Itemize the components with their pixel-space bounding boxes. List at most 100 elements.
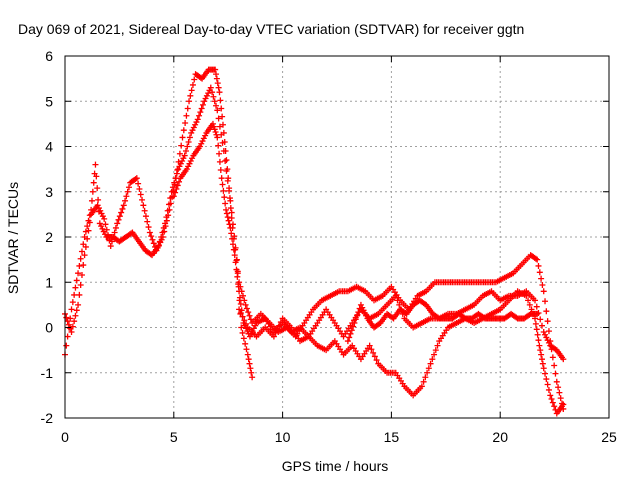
data-marker-arc-3 [234, 273, 241, 280]
data-marker-arc-1 [111, 229, 118, 236]
data-marker-arc-3 [420, 378, 427, 385]
data-marker-arc-3 [223, 206, 230, 213]
data-marker-arc-2 [94, 185, 101, 192]
data-marker-arc-3 [544, 381, 551, 388]
data-marker-arc-2 [182, 148, 189, 155]
data-marker-arc-3 [210, 123, 217, 130]
data-marker-arc-3 [533, 326, 540, 333]
data-marker-arc-1 [245, 309, 252, 316]
y-tick-label: 6 [45, 48, 53, 64]
data-marker-arc-3 [224, 214, 231, 221]
data-marker-arc-1 [140, 202, 147, 209]
data-marker-arc-4 [276, 322, 283, 329]
data-marker-arc-1 [187, 92, 194, 99]
data-marker-arc-2 [89, 188, 96, 195]
data-marker-arc-2 [215, 115, 222, 122]
data-marker-arc-3 [547, 392, 554, 399]
data-marker-arc-2 [228, 209, 235, 216]
data-marker-arc-3 [228, 230, 235, 237]
data-marker-arc-3 [214, 134, 221, 141]
data-marker-arc-1 [188, 87, 195, 94]
data-marker-arc-3 [434, 342, 441, 349]
data-marker-arc-3 [539, 360, 546, 367]
data-marker-arc-3 [432, 347, 439, 354]
data-marker-arc-2 [90, 179, 97, 186]
data-marker-arc-1 [189, 81, 196, 88]
data-marker-arc-3 [545, 386, 552, 393]
data-marker-arc-1 [212, 66, 219, 73]
data-marker-arc-1 [137, 191, 144, 198]
data-marker-arc-3 [246, 333, 253, 340]
data-marker-arc-4 [236, 306, 243, 313]
data-marker-arc-1 [103, 226, 110, 233]
data-marker-arc-1 [94, 202, 101, 209]
data-marker-arc-1 [553, 378, 560, 385]
data-marker-arc-3 [534, 331, 541, 338]
data-marker-arc-2 [196, 112, 203, 119]
data-marker-arc-4 [542, 331, 549, 338]
data-marker-arc-3 [532, 320, 539, 327]
data-marker-arc-4 [544, 337, 551, 344]
data-marker-arc-2 [155, 243, 162, 250]
data-marker-arc-1 [81, 252, 88, 259]
data-marker-arc-1 [176, 150, 183, 157]
data-marker-arc-2 [72, 284, 79, 291]
data-marker-arc-3 [189, 155, 196, 162]
data-marker-arc-2 [75, 270, 82, 277]
data-marker-arc-3 [370, 349, 377, 356]
data-marker-arc-2 [84, 223, 91, 230]
data-marker-arc-2 [85, 217, 92, 224]
data-marker-arc-3 [551, 403, 558, 410]
data-marker-arc-2 [242, 340, 249, 347]
data-marker-arc-3 [230, 246, 237, 253]
data-marker-arc-1 [75, 301, 82, 308]
data-marker-arc-2 [219, 139, 226, 146]
data-marker-arc-1 [63, 314, 70, 321]
data-marker-arc-2 [67, 315, 74, 322]
data-marker-arc-3 [186, 160, 193, 167]
data-marker-arc-2 [177, 160, 184, 167]
data-marker-arc-1 [243, 305, 250, 312]
data-marker-arc-2 [69, 299, 76, 306]
data-marker-arc-2 [186, 134, 193, 141]
data-marker-arc-1 [534, 256, 541, 263]
data-marker-arc-2 [168, 188, 175, 195]
data-marker-arc-1 [184, 105, 191, 112]
data-marker-arc-2 [96, 220, 103, 227]
data-marker-arc-2 [243, 346, 250, 353]
data-marker-arc-3 [235, 281, 242, 288]
data-marker-arc-2 [198, 105, 205, 112]
data-marker-arc-1 [538, 275, 545, 282]
data-marker-arc-2 [205, 90, 212, 97]
data-marker-arc-3 [429, 356, 436, 363]
data-marker-arc-2 [95, 208, 102, 215]
data-marker-arc-2 [238, 324, 245, 331]
data-marker-arc-5 [354, 312, 361, 319]
data-marker-arc-3 [543, 376, 550, 383]
data-marker-arc-2 [233, 256, 240, 263]
data-marker-arc-4 [270, 333, 277, 340]
data-marker-arc-2 [159, 229, 166, 236]
data-marker-arc-2 [77, 255, 84, 262]
data-marker-arc-3 [199, 138, 206, 145]
data-marker-arc-2 [194, 116, 201, 123]
data-marker-arc-1 [76, 291, 83, 298]
data-marker-arc-3 [368, 346, 375, 353]
data-marker-arc-5 [344, 338, 351, 345]
data-marker-arc-3 [538, 356, 545, 363]
data-marker-arc-4 [537, 316, 544, 323]
data-marker-arc-5 [346, 334, 353, 341]
data-marker-arc-1 [97, 207, 104, 214]
data-marker-arc-1 [536, 269, 543, 276]
data-marker-arc-2 [71, 291, 78, 298]
data-marker-arc-3 [172, 189, 179, 196]
data-marker-arc-2 [164, 207, 171, 214]
data-marker-arc-1 [549, 354, 556, 361]
data-marker-arc-4 [560, 356, 567, 363]
data-marker-arc-3 [548, 395, 555, 402]
data-marker-arc-4 [545, 339, 552, 346]
data-marker-arc-1 [112, 224, 119, 231]
data-marker-arc-1 [246, 312, 253, 319]
data-marker-arc-2 [158, 234, 165, 240]
data-marker-arc-4 [243, 320, 250, 327]
